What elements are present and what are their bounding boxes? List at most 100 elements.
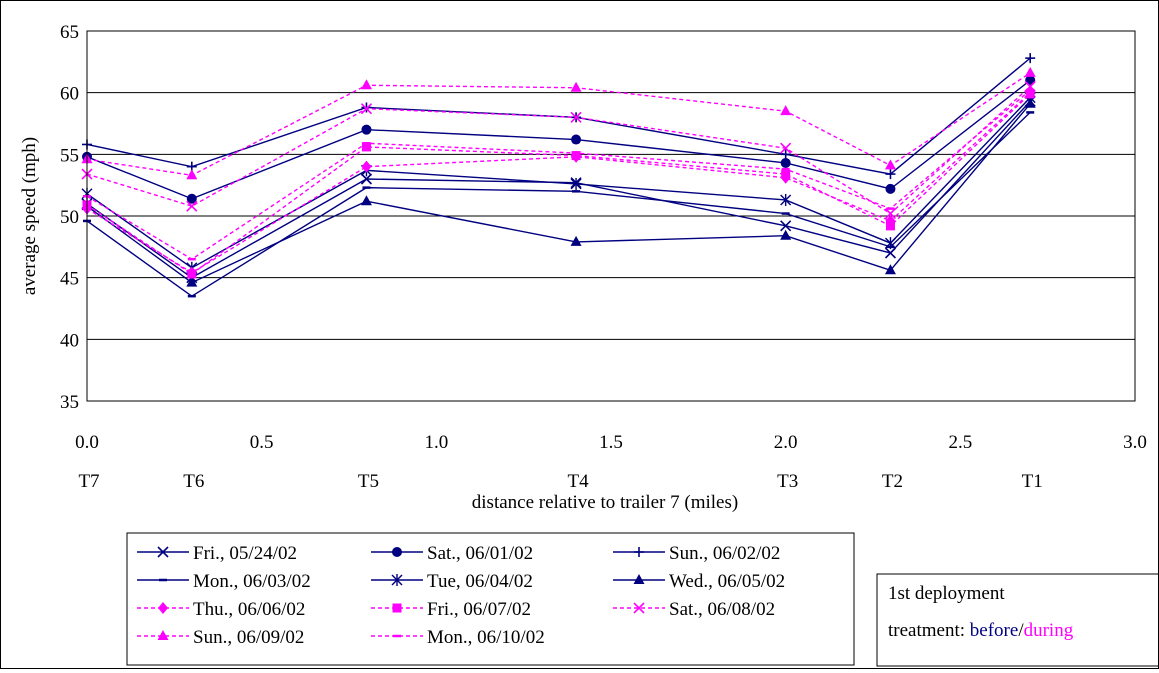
y-tick-label: 40 (60, 330, 79, 351)
info-box-during: during (1024, 620, 1074, 641)
legend-label: Sat., 06/08/02 (669, 599, 775, 620)
data-point (1024, 66, 1036, 77)
x-tick-label: 0.0 (75, 432, 99, 453)
legend-label: Sun., 06/02/02 (669, 543, 780, 564)
series-layer (81, 53, 1036, 298)
data-point (361, 124, 372, 135)
series-line (86, 79, 1031, 200)
trailer-labels: T7 T6 T5 T4 T3 T2 T1 (78, 471, 1042, 492)
legend-item: Sat., 06/01/02 (371, 543, 533, 564)
treatment-info-box: 1st deployment treatment: before/during (876, 573, 1159, 667)
legend-item: Fri., 05/24/02 (137, 543, 297, 564)
data-point (361, 142, 371, 152)
data-point (186, 200, 198, 212)
legend-label: Tue, 06/04/02 (427, 571, 533, 592)
x-tick-labels: 0.0 0.5 1.0 1.5 2.0 2.5 3.0 (75, 432, 1147, 453)
data-point (361, 102, 372, 113)
data-point (360, 195, 372, 206)
data-point (780, 105, 792, 116)
data-point (633, 602, 645, 614)
legend-item: Fri., 06/07/02 (371, 599, 531, 620)
data-point (780, 149, 791, 160)
legend-label: Sun., 06/09/02 (193, 627, 304, 648)
trailer-label: T6 (183, 471, 204, 492)
data-point (570, 111, 582, 123)
y-tick-label: 65 (60, 22, 79, 43)
legend-item: Mon., 06/10/02 (371, 627, 545, 648)
data-point (780, 193, 792, 206)
series-line (86, 72, 1031, 177)
data-point (392, 603, 402, 613)
series-10 (81, 66, 1036, 180)
legend-item: Wed., 06/05/02 (613, 571, 785, 592)
info-box-border (876, 573, 1159, 667)
data-point (884, 237, 896, 250)
series-8 (82, 89, 1035, 279)
legend-item: Tue, 06/04/02 (371, 571, 533, 592)
data-point (157, 546, 169, 558)
legend-item: Thu., 06/06/02 (137, 599, 305, 620)
data-point (1024, 97, 1036, 108)
trailer-label: T3 (777, 471, 798, 492)
trailer-label: T2 (882, 471, 903, 492)
data-point (885, 169, 896, 180)
legend-item: Sat., 06/08/02 (613, 599, 775, 620)
trailer-label: T1 (1022, 471, 1043, 492)
trailer-label: T5 (358, 471, 379, 492)
info-box-treatment: treatment: before/during (888, 620, 1074, 641)
info-box-before: before (970, 620, 1019, 641)
legend-box (126, 532, 855, 666)
data-point (186, 276, 198, 287)
data-point (392, 547, 402, 557)
y-tick-label: 50 (60, 207, 79, 228)
data-point (1025, 53, 1036, 64)
data-point (570, 235, 582, 246)
series-3 (82, 53, 1036, 180)
data-point (1025, 89, 1035, 99)
data-point (884, 207, 897, 220)
trailer-label: T4 (568, 471, 590, 492)
x-axis-title: distance relative to trailer 7 (miles) (472, 492, 738, 513)
y-tick-labels: 35 40 45 50 55 60 65 (60, 22, 79, 413)
legend-label: Thu., 06/06/02 (193, 599, 305, 620)
data-point (186, 193, 197, 204)
y-tick-label: 60 (60, 84, 79, 105)
data-point (780, 220, 792, 232)
data-point (157, 630, 169, 640)
grid-lines (87, 92, 1135, 340)
x-tick-label: 2.0 (774, 432, 798, 453)
legend-label: Mon., 06/03/02 (193, 571, 311, 592)
y-tick-label: 35 (60, 392, 79, 413)
y-tick-label: 55 (60, 145, 79, 166)
data-point (570, 177, 582, 190)
data-point (360, 173, 373, 185)
series-2 (82, 75, 1036, 204)
data-point (780, 157, 791, 168)
data-point (781, 169, 791, 179)
data-point (634, 547, 644, 557)
data-point (186, 169, 198, 180)
data-point (633, 574, 645, 584)
legend-label: Fri., 05/24/02 (193, 543, 297, 564)
data-point (885, 183, 896, 194)
data-point (884, 264, 896, 275)
data-point (360, 103, 373, 115)
x-tick-label: 1.5 (599, 432, 623, 453)
series-line (86, 85, 1031, 215)
data-point (1025, 75, 1036, 86)
x-tick-label: 1.0 (424, 432, 448, 453)
data-point (158, 602, 168, 614)
series-9 (81, 80, 1036, 220)
x-tick-label: 0.5 (250, 432, 274, 453)
data-point (571, 151, 581, 161)
legend-item: Mon., 06/03/02 (137, 571, 311, 592)
plot-area-border (86, 30, 1136, 402)
data-point (361, 160, 372, 173)
legend-label: Fri., 06/07/02 (427, 599, 531, 620)
data-point (391, 574, 403, 586)
trailer-label: T7 (78, 471, 99, 492)
legend-item: Sun., 06/02/02 (613, 543, 780, 564)
data-point (780, 142, 792, 154)
data-point (187, 269, 197, 279)
